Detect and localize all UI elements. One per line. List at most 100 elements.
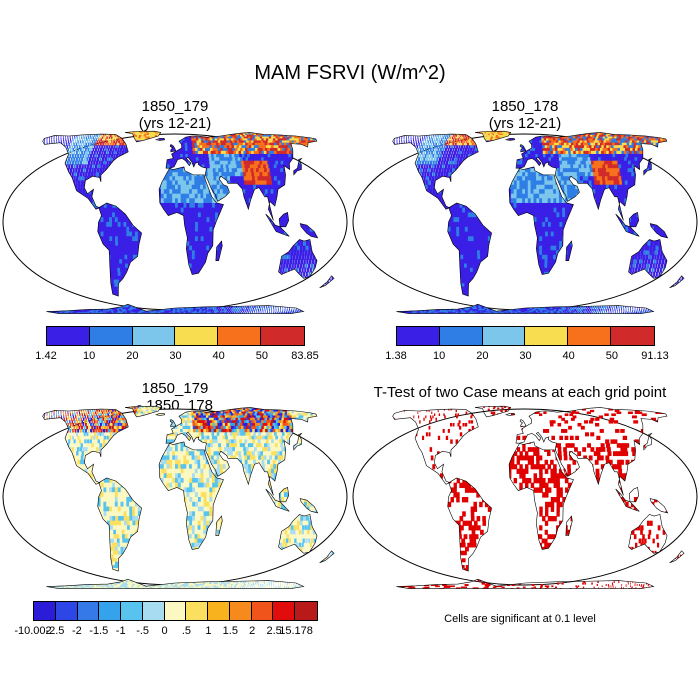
coastline-newZealand bbox=[669, 550, 685, 564]
colorbar-tick-label: -2.5 bbox=[45, 625, 64, 637]
map-frame bbox=[352, 408, 698, 586]
colorbar-swatch bbox=[99, 602, 122, 620]
colorbar-swatch bbox=[611, 327, 654, 345]
coastline-japan bbox=[293, 432, 303, 451]
colorbar-swatch bbox=[186, 602, 209, 620]
colorbar-tick-label: -.5 bbox=[136, 625, 149, 637]
colorbar-179: 1.42 10 20 30 40 50 83.85 bbox=[35, 326, 319, 366]
coastline-antarctica bbox=[396, 303, 655, 314]
coastline-madagascar bbox=[565, 240, 573, 261]
colorbar-swatch bbox=[47, 327, 90, 345]
colorbar-tick-label: 50 bbox=[256, 350, 268, 362]
colorbar-tick-label: 83.85 bbox=[291, 350, 319, 362]
coastline-greenland bbox=[124, 130, 162, 143]
coastline-greatBritain bbox=[169, 418, 177, 428]
coastline-africa bbox=[508, 441, 574, 550]
coastline-iceland bbox=[155, 413, 166, 416]
panel4-title: T-Test of two Case means at each grid po… bbox=[350, 384, 690, 401]
colorbar-swatch bbox=[568, 327, 612, 345]
coastline-northAmerica bbox=[42, 133, 129, 210]
coastline-southAmerica bbox=[447, 477, 492, 572]
coastline-indonesia bbox=[265, 213, 290, 237]
coastline-australia bbox=[278, 239, 318, 279]
coastline-antarctica bbox=[46, 578, 305, 589]
coastline-greenland bbox=[124, 405, 162, 418]
colorbar-swatch bbox=[482, 327, 526, 345]
coastline-southAmerica bbox=[97, 477, 142, 572]
coastline-southAmerica bbox=[447, 202, 492, 297]
coastline-greatBritain bbox=[519, 418, 527, 428]
coastline-iceland bbox=[505, 413, 516, 416]
coastline-africa bbox=[158, 166, 224, 275]
coastline-australia bbox=[278, 514, 318, 554]
colorbar-tick-label: 2 bbox=[249, 625, 255, 637]
coastline-iceland bbox=[505, 138, 516, 141]
colorbar-swatch bbox=[208, 602, 230, 620]
panel4-title-line1: T-Test of two Case means at each grid po… bbox=[350, 384, 690, 401]
coastline-japan bbox=[293, 157, 303, 176]
coastline-southAmerica bbox=[97, 202, 142, 297]
coastline-indonesia bbox=[265, 488, 290, 512]
colorbar-swatch bbox=[121, 602, 143, 620]
coastline-greenland bbox=[474, 405, 512, 418]
coastline-northAmerica bbox=[42, 408, 129, 485]
coastline-japan bbox=[643, 432, 653, 451]
colorbar-tick-label: 40 bbox=[213, 350, 225, 362]
colorbar-swatch bbox=[261, 327, 304, 345]
panel2-title-line1: 1850_178 bbox=[395, 98, 655, 115]
coastline-madagascar bbox=[565, 515, 573, 536]
colorbar-tick-label: 2.5 bbox=[266, 625, 281, 637]
colorbar-swatch bbox=[439, 327, 483, 345]
coastline-borneo bbox=[278, 487, 290, 503]
coastline-eurasia bbox=[515, 132, 668, 221]
coastline-japan bbox=[643, 157, 653, 176]
coastline-newGuinea bbox=[299, 498, 319, 514]
coastline-indonesia bbox=[615, 488, 640, 512]
colorbar-tick-label: -10.002 bbox=[14, 625, 51, 637]
coastline-antarctica bbox=[46, 303, 305, 314]
colorbar-swatch bbox=[55, 602, 78, 620]
coastline-eurasia bbox=[165, 407, 318, 496]
colorbar-tick-label: -1 bbox=[116, 625, 126, 637]
colorbar-difference: -10.002 -2.5 -2 -1.5 -1 -.5 0 .5 1 1.5 2 2.5 15.178 bbox=[14, 601, 318, 641]
coastline-australia bbox=[628, 239, 668, 279]
colorbar-swatch bbox=[295, 602, 317, 620]
coastline-borneo bbox=[628, 212, 640, 228]
coastline-newZealand bbox=[319, 275, 335, 289]
colorbar-swatch bbox=[218, 327, 262, 345]
coastline-newZealand bbox=[669, 275, 685, 289]
colorbar-tick-label: 20 bbox=[126, 350, 138, 362]
colorbar-tick-label: 40 bbox=[563, 350, 575, 362]
colorbar-swatch bbox=[251, 602, 274, 620]
coastline-newGuinea bbox=[299, 223, 319, 239]
colorbar-swatch bbox=[229, 602, 252, 620]
coastline-madagascar bbox=[215, 515, 223, 536]
panel2-title-line2: (yrs 12-21) bbox=[395, 115, 655, 132]
colorbar-tick-label: -1.5 bbox=[89, 625, 108, 637]
coastline-eurasia bbox=[515, 407, 668, 496]
colorbar-swatch bbox=[525, 327, 569, 345]
coastline-greenland bbox=[474, 130, 512, 143]
colorbar-swatch bbox=[175, 327, 219, 345]
colorbar-tick-label: 50 bbox=[606, 350, 618, 362]
coastline-antarctica bbox=[396, 578, 655, 589]
colorbar-swatch bbox=[397, 327, 440, 345]
panel3-title-line1: 1850_179 bbox=[45, 380, 305, 397]
colorbar-swatch bbox=[273, 602, 296, 620]
colorbar-swatch bbox=[77, 602, 100, 620]
colorbar-tick-label: 0 bbox=[161, 625, 167, 637]
coastline-newGuinea bbox=[649, 498, 669, 514]
coastline-newZealand bbox=[319, 550, 335, 564]
coastline-africa bbox=[158, 441, 224, 550]
coastline-northAmerica bbox=[392, 408, 479, 485]
colorbar-tick-label: 10 bbox=[83, 350, 95, 362]
colorbar-tick-label: .5 bbox=[182, 625, 191, 637]
panel1-title: 1850_179 (yrs 12-21) bbox=[45, 98, 305, 132]
colorbar-swatch bbox=[89, 327, 133, 345]
coastline-newGuinea bbox=[649, 223, 669, 239]
colorbar-tick-label: 1.5 bbox=[223, 625, 238, 637]
colorbar-swatch bbox=[34, 602, 56, 620]
